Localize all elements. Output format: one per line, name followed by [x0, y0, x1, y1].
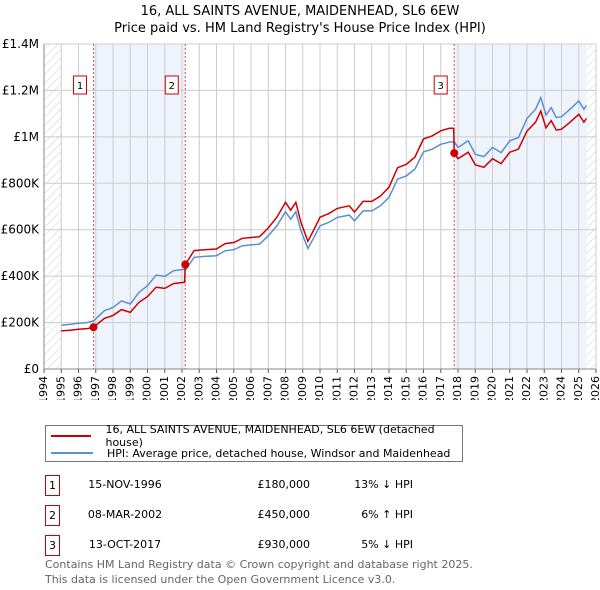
x-tick-label: 2012 [348, 376, 361, 400]
transaction-row: 2 08-MAR-2002 £450,000 6% ↑ HPI [45, 505, 445, 526]
transaction-hpi-diff: 6% ↑ HPI [361, 508, 413, 521]
transaction-marker: 1 [45, 475, 60, 496]
transaction-price: £930,000 [257, 538, 311, 551]
y-tick-label: £1M [13, 130, 39, 144]
y-tick-label: £200K [1, 316, 41, 330]
legend-swatch-red [51, 435, 92, 437]
chart-subtitle: Price paid vs. HM Land Registry's House … [114, 21, 486, 36]
transaction-price: £450,000 [257, 508, 311, 521]
x-tick-label: 2004 [210, 376, 223, 400]
legend-swatch-blue [51, 452, 93, 454]
x-tick-label: 2011 [330, 376, 343, 400]
transaction-price: £180,000 [257, 478, 311, 491]
transaction-hpi-diff: 13% ↓ HPI [354, 478, 413, 491]
x-tick-label: 2025 [572, 376, 585, 400]
footer-copyright: Contains HM Land Registry data © Crown c… [45, 558, 473, 571]
legend-item-property: 16, ALL SAINTS AVENUE, MAIDENHEAD, SL6 6… [46, 423, 462, 449]
shaded-period [454, 44, 587, 369]
legend-label: 16, ALL SAINTS AVENUE, MAIDENHEAD, SL6 6… [105, 423, 435, 449]
x-tick-label: 2010 [313, 376, 326, 400]
transaction-row: 1 15-NOV-1996 £180,000 13% ↓ HPI [45, 475, 445, 496]
property-price-line [61, 109, 588, 332]
y-tick-label: £1.4M [2, 37, 39, 51]
sale-point [89, 323, 98, 332]
footer-licence: This data is licensed under the Open Gov… [45, 573, 396, 586]
x-tick-label: 2006 [244, 376, 257, 400]
x-tick-label: 2020 [486, 376, 499, 400]
transaction-marker: 3 [45, 535, 60, 556]
x-tick-label: 2016 [417, 376, 430, 400]
x-tick-label: 1996 [72, 376, 85, 400]
hatched-no-data [44, 44, 62, 369]
x-tick-label: 2007 [261, 376, 274, 400]
sale-label: 1 [77, 81, 83, 92]
shaded-period [93, 44, 186, 369]
x-tick-label: 2023 [537, 376, 550, 400]
x-tick-label: 2017 [434, 376, 447, 400]
x-tick-label: 2005 [227, 376, 240, 400]
x-tick-label: 2003 [192, 376, 205, 400]
sale-point [181, 260, 190, 269]
y-tick-label: £400K [1, 269, 41, 283]
x-tick-label: 2013 [365, 376, 378, 400]
legend-item-hpi: HPI: Average price, detached house, Wind… [46, 445, 450, 461]
x-tick-label: 1999 [123, 376, 136, 400]
transaction-hpi-diff: 5% ↓ HPI [361, 538, 413, 551]
x-tick-label: 2002 [175, 376, 188, 400]
x-tick-label: 2014 [382, 376, 395, 400]
sale-point [450, 149, 459, 158]
x-tick-label: 2018 [451, 376, 464, 400]
x-tick-label: 2021 [503, 376, 516, 400]
y-tick-label: £600K [1, 223, 41, 237]
y-tick-label: £1.2M [2, 83, 39, 97]
y-tick-label: £800K [1, 176, 41, 190]
x-tick-label: 2009 [296, 376, 309, 400]
x-tick-label: 2019 [468, 376, 481, 400]
x-tick-label: 1994 [37, 376, 50, 400]
x-tick-label: 1997 [89, 376, 102, 400]
transaction-date: 08-MAR-2002 [87, 508, 163, 521]
x-tick-label: 2015 [399, 376, 412, 400]
hpi-line [61, 95, 588, 326]
x-tick-label: 1995 [54, 376, 67, 400]
transaction-date: 15-NOV-1996 [88, 478, 162, 491]
transaction-row: 3 13-OCT-2017 £930,000 5% ↓ HPI [45, 535, 445, 556]
transaction-date: 13-OCT-2017 [88, 538, 162, 551]
legend: 16, ALL SAINTS AVENUE, MAIDENHEAD, SL6 6… [45, 423, 463, 462]
price-chart: 1994 1995 1996 1997 1998 1999 2000 2001 2002 2003… [1, 37, 600, 400]
transaction-marker: 2 [45, 505, 60, 526]
y-tick-label: £0 [24, 362, 39, 376]
x-tick-label: 2008 [279, 376, 292, 400]
chart-title: 16, ALL SAINTS AVENUE, MAIDENHEAD, SL6 6… [140, 4, 460, 19]
x-tick-label: 2024 [555, 376, 568, 400]
sale-label: 3 [438, 81, 444, 92]
sale-label: 2 [169, 81, 175, 92]
x-tick-label: 1998 [106, 376, 119, 400]
legend-label: HPI: Average price, detached house, Wind… [107, 446, 451, 460]
sale-label-box [73, 75, 88, 95]
x-tick-label: 2022 [520, 376, 533, 400]
sale-label-box [433, 75, 448, 95]
x-tick-label: 2001 [158, 376, 171, 400]
hatched-no-data [586, 44, 596, 369]
x-tick-label: 2000 [141, 376, 154, 400]
x-tick-label: 2026 [589, 376, 600, 400]
sale-label-box [164, 75, 179, 95]
